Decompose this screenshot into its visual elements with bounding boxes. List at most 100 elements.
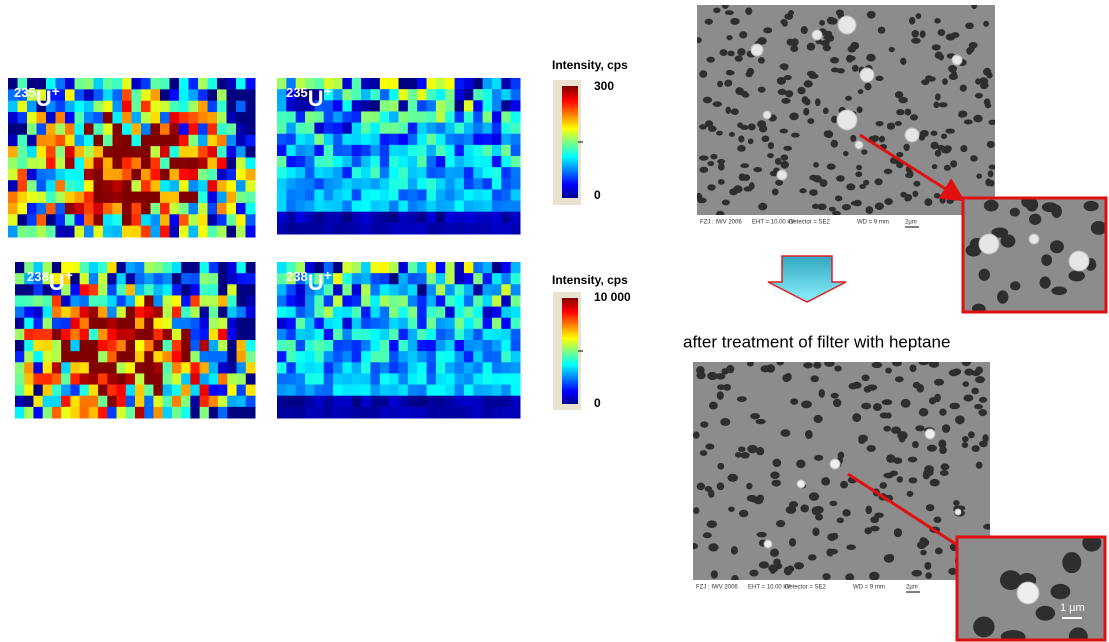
heatmap-cell	[171, 262, 182, 274]
pore	[832, 210, 841, 215]
heatmap-cell	[245, 214, 256, 227]
heatmap-cell	[305, 362, 315, 374]
pore	[884, 198, 893, 206]
pore	[940, 463, 950, 471]
heatmap-cell	[435, 373, 446, 386]
heatmap-cell	[342, 189, 353, 202]
pore	[1000, 630, 1026, 640]
heatmap-cell	[98, 328, 108, 341]
heatmap-cell	[208, 295, 219, 308]
pore	[746, 362, 754, 367]
heatmap-cell	[463, 167, 474, 179]
heatmap-cell	[333, 167, 343, 179]
heatmap-cell	[398, 273, 409, 285]
heatmap-cell	[74, 225, 85, 238]
heatmap-cell	[277, 78, 287, 90]
heatmap-cell	[46, 89, 56, 102]
heatmap-cell	[84, 134, 94, 147]
heatmap-cell	[305, 111, 315, 124]
heatmap-cell	[36, 180, 47, 193]
heatmap-cell	[491, 200, 502, 213]
heatmap-cell	[84, 225, 94, 238]
pore	[803, 80, 813, 88]
pore	[717, 179, 725, 185]
pore	[822, 573, 831, 580]
heatmap-cell	[245, 284, 256, 296]
heatmap-cell	[61, 395, 71, 408]
heatmap-cell	[314, 222, 325, 235]
scale-max: 300	[594, 79, 614, 93]
heatmap-cell	[65, 123, 75, 136]
heatmap-cell	[208, 340, 219, 352]
heatmap-cell	[227, 406, 238, 419]
heatmap-cell	[70, 284, 81, 296]
heatmap-cell	[179, 168, 189, 181]
heatmap-cell	[218, 395, 228, 408]
heatmap-cell	[125, 284, 136, 296]
heatmap-cell	[153, 273, 164, 285]
pore	[715, 210, 725, 215]
heatmap-cell	[473, 306, 484, 319]
heatmap-cell	[389, 284, 399, 296]
pore	[999, 570, 1022, 591]
heatmap-cell	[370, 262, 381, 274]
heatmap-cell	[65, 134, 75, 147]
heatmap-cell	[323, 222, 334, 235]
heatmap-cell	[179, 225, 189, 238]
heatmap-cell	[88, 384, 99, 397]
heatmap-cell	[236, 157, 246, 170]
pore	[831, 532, 839, 540]
heatmap-cell	[199, 295, 210, 308]
heatmap: 235U+	[277, 78, 521, 235]
heatmap-cell	[70, 273, 81, 285]
heatmap-cell	[24, 384, 34, 397]
heatmap-cell	[208, 351, 219, 363]
heatmap-cell	[79, 406, 90, 419]
heatmap-cell	[33, 262, 44, 274]
heatmap-cell	[361, 167, 371, 179]
heatmap-cell	[323, 351, 334, 363]
heatmap-cell	[24, 262, 34, 274]
heatmap-cell	[227, 373, 238, 386]
heatmap-cell	[389, 111, 399, 124]
heatmap-cell	[361, 144, 371, 157]
heatmap-cell	[51, 373, 62, 386]
heatmap-cell	[160, 202, 170, 215]
heatmap-cell	[98, 384, 108, 397]
heatmap-cell	[501, 111, 512, 124]
heatmap-cell	[171, 406, 182, 419]
heatmap-cell	[198, 180, 208, 193]
heatmap-cell	[454, 133, 465, 146]
heatmap-cell	[141, 157, 151, 170]
heatmap-cell	[454, 222, 465, 235]
pore	[935, 93, 941, 101]
heatmap-cell	[510, 133, 521, 146]
heatmap-cell	[79, 395, 90, 408]
heatmap-cell	[207, 123, 218, 136]
heatmap-cell	[501, 189, 512, 202]
heatmap-cell	[389, 306, 399, 319]
pore	[740, 163, 750, 169]
heatmap-cell	[116, 273, 127, 285]
heatmap-cell	[65, 191, 75, 204]
heatmap-cell	[286, 295, 297, 308]
heatmap-cell	[61, 362, 71, 374]
heatmap-cell	[342, 200, 353, 213]
heatmap-cell	[217, 202, 227, 215]
heatmap-cell	[379, 156, 390, 168]
heatmap-cell	[84, 214, 94, 227]
heatmap-cell	[417, 295, 428, 308]
heatmap-cell	[46, 214, 56, 227]
heatmap-cell	[236, 180, 246, 193]
heatmap-cell	[370, 200, 381, 213]
heatmap-cell	[24, 328, 34, 341]
heatmap-cell	[286, 111, 297, 124]
pore	[836, 175, 845, 182]
heatmap-cell	[417, 395, 428, 408]
pore	[919, 537, 927, 545]
heatmap-cell	[79, 306, 90, 319]
heatmap-cell	[351, 284, 362, 296]
footer-strip	[697, 215, 995, 232]
heatmap-cell	[153, 284, 164, 296]
heatmap-cell	[107, 406, 118, 419]
